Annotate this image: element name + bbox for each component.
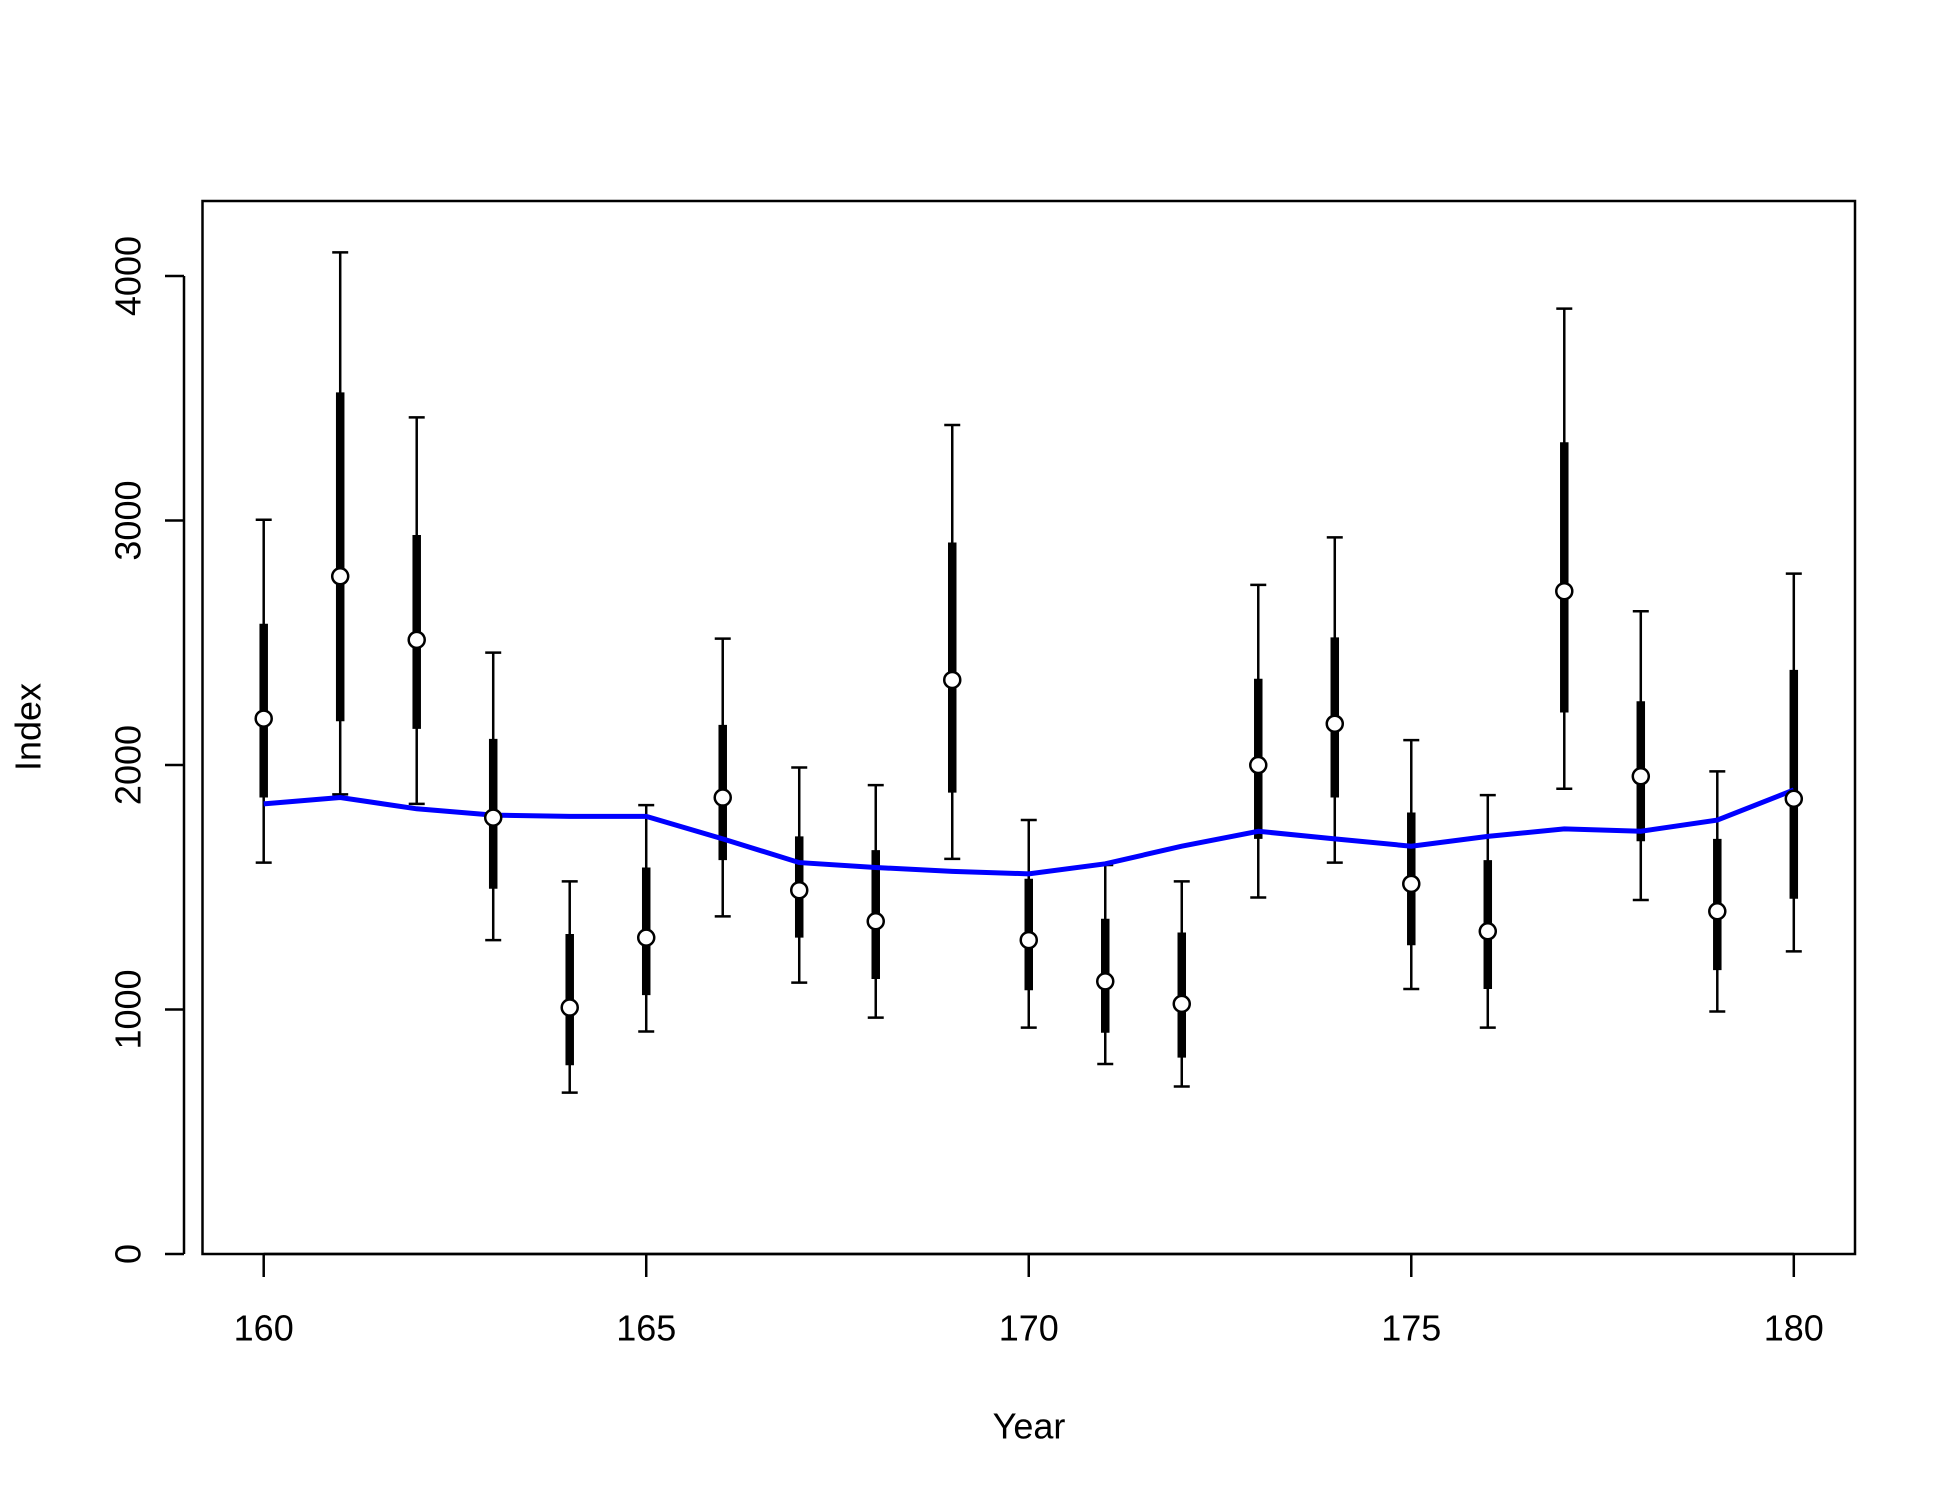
y-tick-label: 3000 (108, 480, 149, 560)
point (1784, 789, 1804, 809)
x-tick-label: 175 (1381, 1308, 1441, 1349)
point (1249, 755, 1268, 775)
point (1708, 901, 1727, 921)
point (789, 880, 809, 900)
point (866, 912, 885, 931)
point (407, 630, 426, 650)
x-tick-label: 170 (999, 1308, 1059, 1349)
y-tick-label: 2000 (108, 725, 149, 805)
point (1478, 922, 1498, 941)
point (636, 928, 656, 947)
point (1172, 994, 1192, 1014)
fit-line (263, 787, 1795, 877)
y-tick-label: 0 (108, 1244, 149, 1264)
point (1631, 767, 1651, 786)
point (330, 567, 350, 586)
point (713, 788, 732, 807)
y-tick-label: 1000 (108, 969, 149, 1049)
point (1096, 972, 1115, 991)
plot-box (201, 199, 1857, 1256)
y-axis-label: Index (8, 683, 49, 771)
x-tick-label: 160 (234, 1308, 294, 1349)
point (1019, 930, 1038, 950)
x-tick-label: 165 (616, 1308, 676, 1349)
point (1402, 874, 1421, 894)
point (254, 709, 273, 728)
point (560, 998, 579, 1017)
point (1325, 714, 1345, 733)
point (483, 808, 503, 827)
y-tick-label: 4000 (108, 236, 149, 316)
point (942, 670, 962, 690)
point (1555, 581, 1574, 601)
x-tick-label: 180 (1764, 1308, 1824, 1349)
x-axis-label: Year (993, 1406, 1066, 1447)
